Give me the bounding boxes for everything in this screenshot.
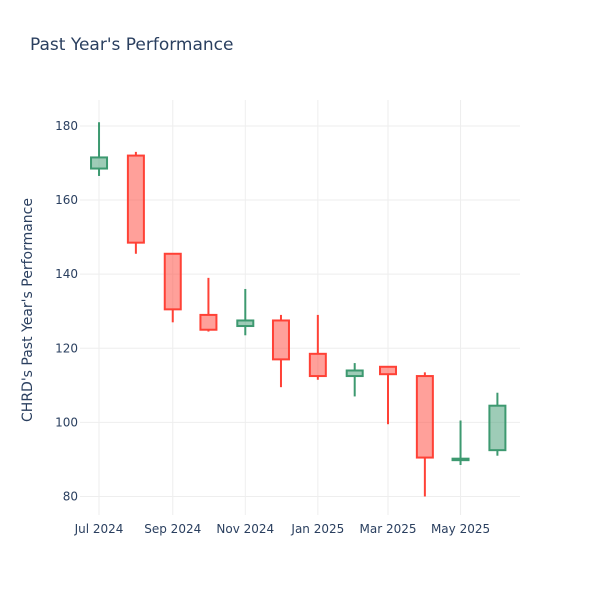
x-axis-ticks: Jul 2024 Sep 2024 Nov 2024 Jan 2025 Mar 2025… [74, 522, 491, 536]
candle-4 [236, 288, 255, 336]
candles [90, 122, 507, 497]
y-axis-ticks: 80 100 120 140 160 180 [55, 119, 78, 504]
y-tick-label-4: 160 [55, 193, 78, 207]
candle-body-9 [415, 375, 434, 459]
candle-body-6 [308, 352, 327, 378]
y-tick-label-5: 180 [55, 119, 78, 133]
candle-3 [199, 277, 218, 332]
candle-body-4 [236, 319, 255, 328]
x-tick-label-5: May 2025 [431, 522, 490, 536]
candle-body-10 [451, 457, 470, 462]
grid [80, 100, 520, 515]
candle-10 [451, 420, 470, 465]
y-axis-title: CHRD's Past Year's Performance [20, 198, 36, 422]
y-tick-label-0: 80 [63, 489, 78, 503]
candle-5 [271, 314, 290, 388]
candle-0 [90, 122, 109, 176]
candle-body-3 [199, 313, 218, 331]
y-tick-label-1: 100 [55, 415, 78, 429]
candle-11 [488, 392, 507, 456]
candle-9 [415, 372, 434, 497]
candle-2 [163, 252, 182, 323]
x-tick-label-2: Nov 2024 [216, 522, 274, 536]
y-tick-label-2: 120 [55, 341, 78, 355]
candle-1 [126, 151, 145, 254]
y-tick-label-3: 140 [55, 267, 78, 281]
candle-body-1 [126, 154, 145, 244]
x-tick-label-0: Jul 2024 [74, 522, 124, 536]
candle-body-0 [90, 156, 109, 170]
candle-body-5 [271, 319, 290, 361]
candle-7 [345, 363, 364, 397]
candle-8 [379, 365, 397, 425]
x-tick-label-3: Jan 2025 [290, 522, 344, 536]
candle-6 [308, 314, 327, 380]
candle-body-2 [163, 252, 182, 311]
chart-title: Past Year's Performance [30, 35, 234, 55]
candle-body-7 [345, 369, 364, 378]
x-tick-label-1: Sep 2024 [144, 522, 201, 536]
x-tick-label-4: Mar 2025 [360, 522, 417, 536]
candle-body-8 [379, 365, 397, 376]
candle-body-11 [488, 404, 507, 452]
